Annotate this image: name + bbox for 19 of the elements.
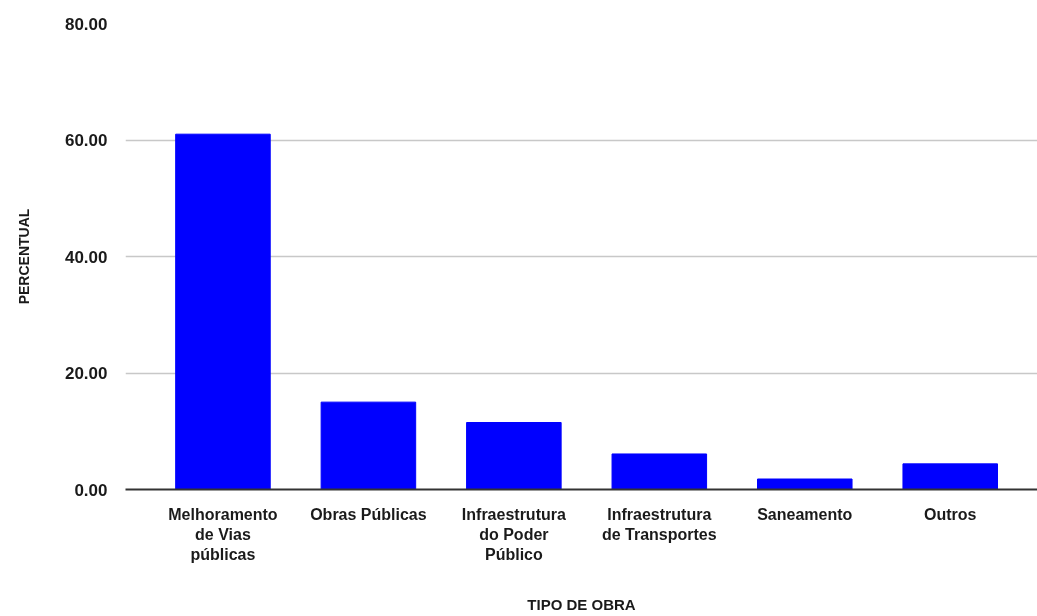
bar bbox=[902, 463, 998, 490]
y-tick-label: 60.00 bbox=[64, 131, 108, 150]
x-tick-label: Outros bbox=[924, 505, 977, 523]
x-tick-label: Melhoramento de Vias públicas bbox=[168, 505, 278, 564]
y-tick-label: 40.00 bbox=[64, 247, 108, 267]
bar bbox=[611, 453, 708, 490]
y-tick-label: 20.00 bbox=[64, 364, 108, 383]
x-tick-label: Infraestrutura do Poder Público bbox=[461, 505, 566, 564]
bar bbox=[466, 422, 562, 490]
y-tick-label: 0.00 bbox=[74, 480, 108, 500]
x-tick-label: Saneamento bbox=[757, 505, 853, 523]
x-tick-label: Obras Públicas bbox=[310, 505, 427, 523]
bar bbox=[175, 133, 271, 490]
bar bbox=[757, 478, 853, 490]
bar bbox=[320, 401, 417, 490]
y-axis-title: PERCENTUAL bbox=[15, 208, 32, 305]
x-tick-label: Infraestrutura de Transportes bbox=[601, 505, 717, 543]
x-axis-title: TIPO DE OBRA bbox=[527, 596, 636, 614]
y-tick-label: 80.00 bbox=[64, 14, 108, 34]
